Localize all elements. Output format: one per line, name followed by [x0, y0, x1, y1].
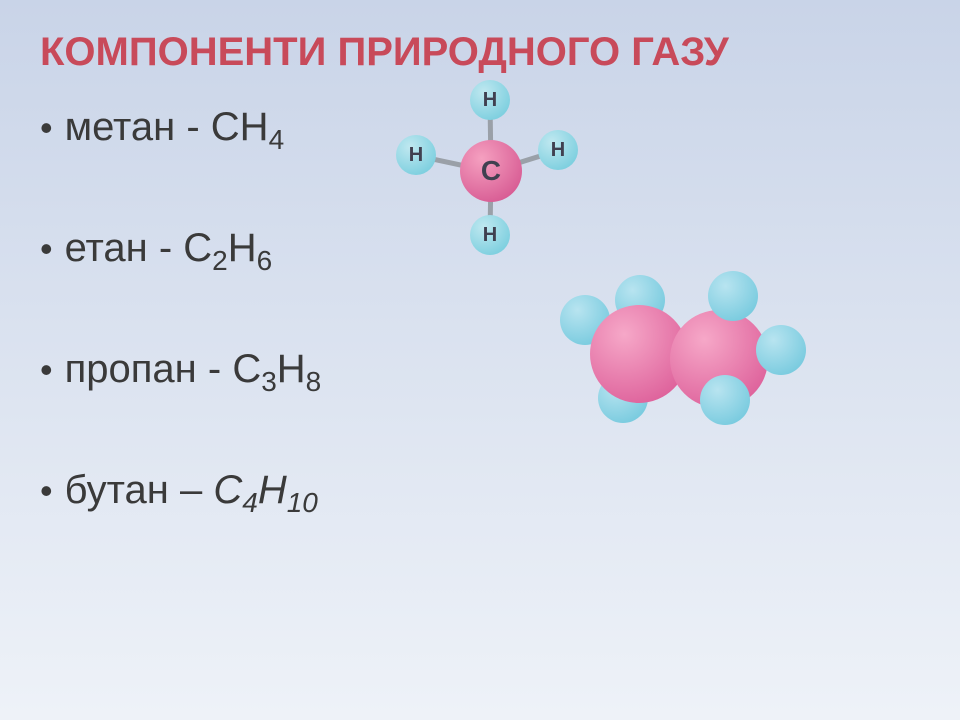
bullet-icon: • — [40, 352, 53, 388]
compound-name: метан — [65, 105, 176, 149]
carbon-atom-icon: C — [460, 140, 522, 202]
hydrogen-atom-icon: H — [470, 215, 510, 255]
item-text: етан - C2H6 — [65, 226, 273, 277]
ethane-molecule-icon — [560, 265, 820, 445]
compound-name: бутан — [65, 468, 169, 512]
hydrogen-atom-icon — [708, 271, 758, 321]
compound-name: пропан — [65, 347, 197, 391]
bullet-icon: • — [40, 231, 53, 267]
hydrogen-atom-icon — [700, 375, 750, 425]
compound-name: етан — [65, 226, 148, 270]
methane-molecule-icon: CHHHH — [390, 80, 590, 270]
formula-sub: 4 — [269, 124, 285, 155]
hydrogen-atom-icon: H — [396, 135, 436, 175]
bullet-icon: • — [40, 110, 53, 146]
formula-base: CH — [211, 105, 269, 149]
item-text: метан - CH4 — [65, 105, 285, 156]
hydrogen-atom-icon: H — [470, 80, 510, 120]
slide: КОМПОНЕНТИ ПРИРОДНОГО ГАЗУ • метан - CH4… — [0, 0, 960, 720]
slide-title: КОМПОНЕНТИ ПРИРОДНОГО ГАЗУ — [40, 30, 920, 75]
bullet-icon: • — [40, 473, 53, 509]
hydrogen-atom-icon: H — [538, 130, 578, 170]
list-item: • бутан – C4H10 — [40, 468, 920, 519]
hydrogen-atom-icon — [756, 325, 806, 375]
item-text: бутан – C4H10 — [65, 468, 318, 519]
item-text: пропан - C3H8 — [65, 347, 322, 398]
